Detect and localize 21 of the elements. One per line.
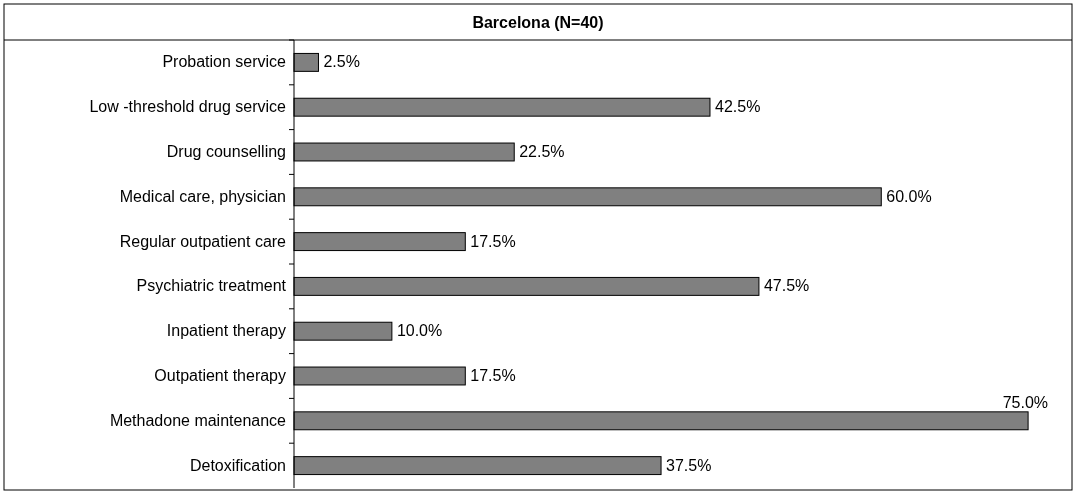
y-tick-label: Regular outpatient care — [119, 232, 287, 250]
y-tick-label: Detoxification — [189, 456, 286, 474]
data-label: 42.5% — [714, 98, 761, 116]
y-tick-label: Low -threshold drug service — [89, 98, 287, 116]
data-label: 10.0% — [396, 322, 443, 340]
data-label: 60.0% — [886, 187, 932, 205]
y-tick-label: Drug counselling — [166, 143, 286, 160]
chart-title: Barcelona (N=40) — [472, 14, 604, 31]
data-label: 75.0% — [1002, 393, 1049, 411]
y-tick-label: Medical care, physician — [119, 187, 286, 205]
data-label: 17.5% — [470, 232, 516, 250]
data-label: 37.5% — [666, 456, 712, 474]
data-label: 22.5% — [519, 143, 565, 160]
y-tick-label: Inpatient therapy — [166, 322, 286, 340]
y-tick-label: Probation service — [162, 53, 287, 71]
data-label: 2.5% — [323, 53, 360, 71]
y-tick-label: Outpatient therapy — [154, 367, 286, 384]
data-label: 47.5% — [763, 277, 810, 295]
y-tick-label: Methadone maintenance — [109, 411, 287, 429]
data-label: 17.5% — [470, 367, 516, 384]
y-tick-label: Psychiatric treatment — [136, 277, 287, 295]
